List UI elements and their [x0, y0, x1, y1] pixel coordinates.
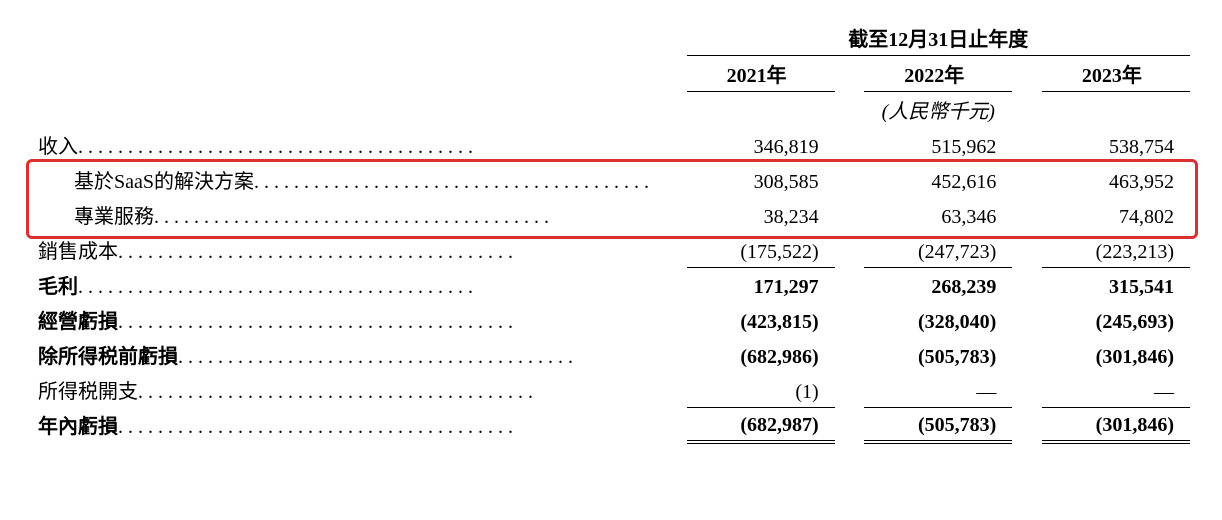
- table-row: 所得税開支. . . . . . . . . . . . . . . . . .…: [30, 372, 1190, 407]
- table-body: 收入. . . . . . . . . . . . . . . . . . . …: [30, 127, 1190, 442]
- row-value: (505,783): [864, 337, 1012, 372]
- table-row: 收入. . . . . . . . . . . . . . . . . . . …: [30, 127, 1190, 162]
- row-label: 銷售成本. . . . . . . . . . . . . . . . . . …: [30, 232, 657, 267]
- row-value: (245,693): [1042, 302, 1190, 337]
- row-label: 年內虧損. . . . . . . . . . . . . . . . . . …: [30, 407, 657, 442]
- row-value: 538,754: [1042, 127, 1190, 162]
- table-unit-row: (人民幣千元): [30, 92, 1190, 128]
- year-col-1: 2022年: [864, 56, 1012, 92]
- unit-label: (人民幣千元): [687, 92, 1190, 128]
- row-value: 515,962: [864, 127, 1012, 162]
- row-value: —: [864, 372, 1012, 407]
- table-row: 基於SaaS的解決方案. . . . . . . . . . . . . . .…: [30, 162, 1190, 197]
- row-value: (328,040): [864, 302, 1012, 337]
- row-value: (223,213): [1042, 232, 1190, 267]
- row-value: 452,616: [864, 162, 1012, 197]
- row-value: (505,783): [864, 407, 1012, 442]
- row-value: 308,585: [687, 162, 835, 197]
- financial-table-container: 截至12月31日止年度 2021年 2022年 2023年 (人民幣千元) 收入…: [30, 20, 1190, 444]
- table-row: 銷售成本. . . . . . . . . . . . . . . . . . …: [30, 232, 1190, 267]
- row-value: 315,541: [1042, 267, 1190, 302]
- row-value: 268,239: [864, 267, 1012, 302]
- row-label: 經營虧損. . . . . . . . . . . . . . . . . . …: [30, 302, 657, 337]
- year-col-0: 2021年: [687, 56, 835, 92]
- period-title: 截至12月31日止年度: [687, 20, 1190, 56]
- table-row: 除所得税前虧損. . . . . . . . . . . . . . . . .…: [30, 337, 1190, 372]
- row-label: 所得税開支. . . . . . . . . . . . . . . . . .…: [30, 372, 657, 407]
- row-value: (301,846): [1042, 337, 1190, 372]
- row-value: —: [1042, 372, 1190, 407]
- table-row: 專業服務. . . . . . . . . . . . . . . . . . …: [30, 197, 1190, 232]
- table-year-row: 2021年 2022年 2023年: [30, 56, 1190, 92]
- row-value: 171,297: [687, 267, 835, 302]
- financial-table: 截至12月31日止年度 2021年 2022年 2023年 (人民幣千元) 收入…: [30, 20, 1190, 444]
- row-value: (1): [687, 372, 835, 407]
- row-value: (682,987): [687, 407, 835, 442]
- empty-header-cell: [30, 20, 657, 56]
- table-row: 毛利. . . . . . . . . . . . . . . . . . . …: [30, 267, 1190, 302]
- table-header-title-row: 截至12月31日止年度: [30, 20, 1190, 56]
- row-value: (423,815): [687, 302, 835, 337]
- row-value: 463,952: [1042, 162, 1190, 197]
- row-value: 74,802: [1042, 197, 1190, 232]
- row-label: 毛利. . . . . . . . . . . . . . . . . . . …: [30, 267, 657, 302]
- table-row: 年內虧損. . . . . . . . . . . . . . . . . . …: [30, 407, 1190, 442]
- year-col-2: 2023年: [1042, 56, 1190, 92]
- row-value: (175,522): [687, 232, 835, 267]
- row-value: (301,846): [1042, 407, 1190, 442]
- table-row: 經營虧損. . . . . . . . . . . . . . . . . . …: [30, 302, 1190, 337]
- row-value: 63,346: [864, 197, 1012, 232]
- row-value: 38,234: [687, 197, 835, 232]
- row-label: 專業服務. . . . . . . . . . . . . . . . . . …: [30, 197, 657, 232]
- row-label: 收入. . . . . . . . . . . . . . . . . . . …: [30, 127, 657, 162]
- row-label: 基於SaaS的解決方案. . . . . . . . . . . . . . .…: [30, 162, 657, 197]
- row-value: (247,723): [864, 232, 1012, 267]
- row-label: 除所得税前虧損. . . . . . . . . . . . . . . . .…: [30, 337, 657, 372]
- row-value: (682,986): [687, 337, 835, 372]
- row-value: 346,819: [687, 127, 835, 162]
